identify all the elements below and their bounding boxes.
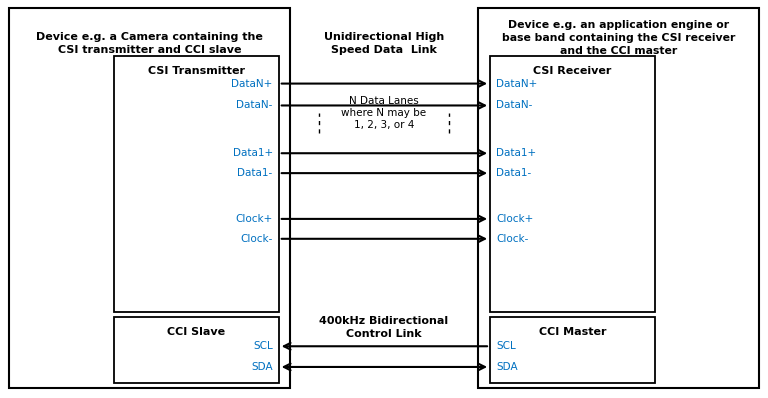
Text: Clock+: Clock+ <box>235 214 273 224</box>
Text: SDA: SDA <box>251 362 273 372</box>
Text: Data1+: Data1+ <box>496 148 536 158</box>
Text: Data1-: Data1- <box>496 168 531 178</box>
Bar <box>478 8 759 388</box>
Text: 400kHz Bidirectional
Control Link: 400kHz Bidirectional Control Link <box>319 316 449 339</box>
Text: DataN+: DataN+ <box>496 78 538 89</box>
Text: CSI Transmitter: CSI Transmitter <box>147 66 245 76</box>
Bar <box>490 56 655 312</box>
Text: Data1-: Data1- <box>237 168 273 178</box>
Text: SCL: SCL <box>496 341 516 351</box>
Text: DataN-: DataN- <box>237 100 273 111</box>
Text: CCI Master: CCI Master <box>539 327 606 337</box>
Text: DataN+: DataN+ <box>231 78 273 89</box>
Text: Device e.g. a Camera containing the
CSI transmitter and CCI slave: Device e.g. a Camera containing the CSI … <box>36 32 263 55</box>
Text: Unidirectional High
Speed Data  Link: Unidirectional High Speed Data Link <box>324 32 444 55</box>
Text: CSI Receiver: CSI Receiver <box>533 66 612 76</box>
Text: Clock+: Clock+ <box>496 214 534 224</box>
Bar <box>9 8 290 388</box>
Text: N Data Lanes
where N may be
1, 2, 3, or 4: N Data Lanes where N may be 1, 2, 3, or … <box>342 96 426 130</box>
Text: CCI Slave: CCI Slave <box>167 327 225 337</box>
Bar <box>490 317 655 383</box>
Text: SCL: SCL <box>253 341 273 351</box>
Text: Device e.g. an application engine or
base band containing the CSI receiver
and t: Device e.g. an application engine or bas… <box>502 20 735 56</box>
Bar <box>114 56 279 312</box>
Text: Clock-: Clock- <box>240 234 273 244</box>
Text: Clock-: Clock- <box>496 234 528 244</box>
Text: DataN-: DataN- <box>496 100 532 111</box>
Text: Data1+: Data1+ <box>233 148 273 158</box>
Text: SDA: SDA <box>496 362 518 372</box>
Bar <box>114 317 279 383</box>
